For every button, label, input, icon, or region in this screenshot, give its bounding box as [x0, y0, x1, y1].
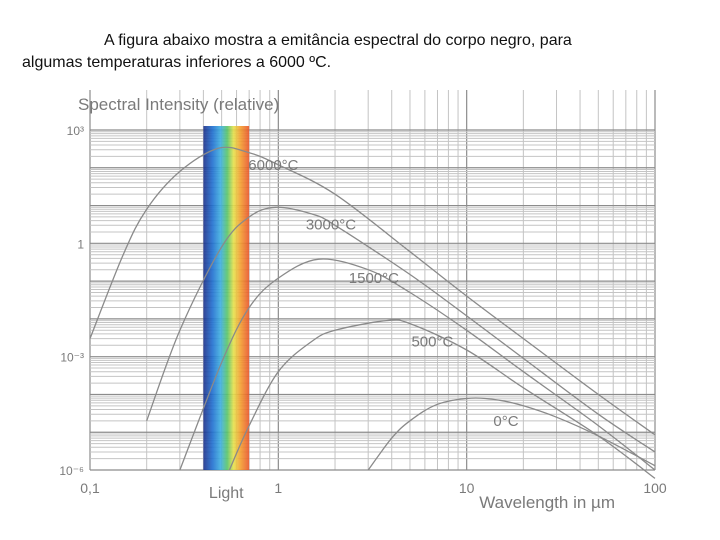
series-label-0: 0°C: [493, 413, 518, 430]
series-label-3000: 3000°C: [306, 216, 356, 233]
visible-band-label: Light: [209, 485, 244, 502]
series-line-0: [367, 397, 656, 471]
y-tick-label: 10⁻³: [60, 351, 84, 365]
x-axis-label: Wavelength in µm: [479, 493, 615, 512]
y-tick-label: 1: [77, 237, 84, 251]
caption-line-1: A figura abaixo mostra a emitância espec…: [104, 32, 572, 49]
x-tick-label: 100: [643, 480, 667, 496]
series-line-6000: [89, 146, 656, 436]
plot-area: [90, 90, 655, 470]
chart-title: Spectral Intensity (relative): [78, 95, 279, 114]
visible-light-band: [203, 126, 250, 470]
y-tick-label: 10⁻⁶: [59, 464, 84, 478]
series-label-1500: 1500°C: [349, 270, 399, 287]
x-tick-label: 0,1: [80, 480, 100, 496]
y-tick-label: 10³: [67, 124, 84, 138]
series-line-3000: [146, 206, 656, 453]
x-tick-label: 1: [274, 480, 282, 496]
series-line-1500: [179, 258, 656, 471]
series-label-500: 500°C: [411, 334, 453, 351]
series-label-6000: 6000°C: [248, 157, 298, 174]
series-line-500: [228, 319, 656, 479]
caption-line-2: algumas temperaturas inferiores a 6000 º…: [22, 54, 332, 71]
caption: A figura abaixo mostra a emitância espec…: [22, 30, 702, 74]
x-tick-label: 10: [459, 480, 475, 496]
